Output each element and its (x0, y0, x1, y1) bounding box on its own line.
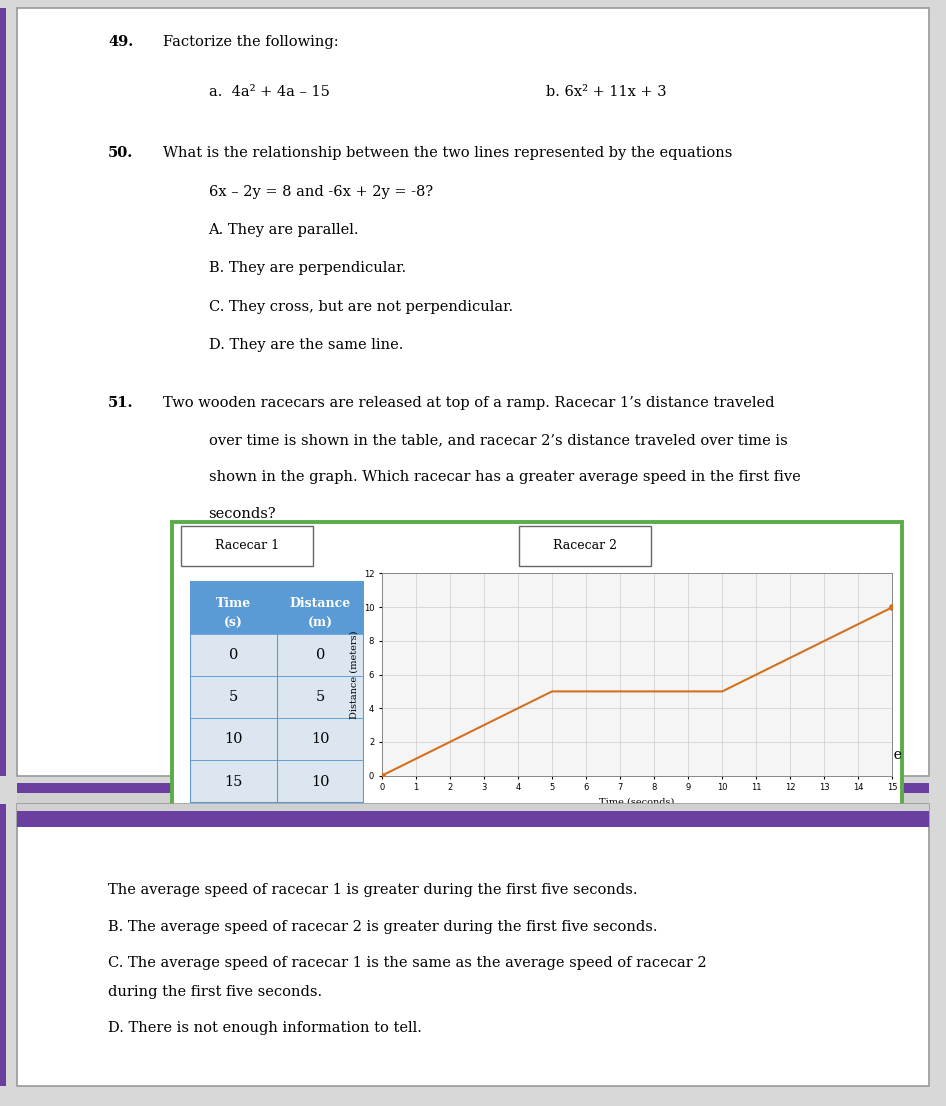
Text: A. They are parallel.: A. They are parallel. (208, 223, 359, 237)
Bar (190, 719, 363, 761)
Text: D. They are the same line.: D. They are the same line. (208, 338, 403, 353)
Text: C. The average speed of racecar 1 is the same as the average speed of racecar 2: C. The average speed of racecar 1 is the… (108, 957, 707, 970)
Bar (0, 804, 6, 1086)
Bar (17, 783, 929, 793)
Text: (m): (m) (307, 617, 333, 629)
Bar (0, 8, 6, 776)
Text: 15: 15 (224, 774, 243, 789)
Text: Time: Time (216, 597, 252, 609)
Text: 5: 5 (316, 690, 324, 705)
Text: The average speed of racecar 1 is greater during the first five seconds.: The average speed of racecar 1 is greate… (108, 883, 638, 897)
Text: seconds?: seconds? (208, 507, 276, 521)
FancyBboxPatch shape (172, 522, 902, 822)
Bar (190, 581, 363, 635)
Text: 10: 10 (311, 774, 329, 789)
Text: 10: 10 (311, 732, 329, 747)
Bar (17, 793, 929, 803)
Text: 0: 0 (316, 648, 324, 662)
Text: 50.: 50. (108, 146, 133, 160)
Bar (190, 761, 363, 803)
Bar (17, 804, 929, 811)
Text: 10: 10 (224, 732, 243, 747)
Text: 6x – 2y = 8 and -6x + 2y = -8?: 6x – 2y = 8 and -6x + 2y = -8? (208, 185, 432, 199)
Text: D. There is not enough information to tell.: D. There is not enough information to te… (108, 1021, 422, 1035)
Text: Distance: Distance (289, 597, 351, 609)
Text: shown in the graph. Which racecar has a greater average speed in the first five: shown in the graph. Which racecar has a … (208, 470, 800, 483)
Y-axis label: Distance (meters): Distance (meters) (349, 630, 359, 719)
Text: What is the relationship between the two lines represented by the equations: What is the relationship between the two… (163, 146, 732, 160)
Bar (17, 811, 929, 826)
Text: b. 6x² + 11x + 3: b. 6x² + 11x + 3 (546, 85, 667, 98)
Text: 60 | P a g e: 60 | P a g e (823, 748, 902, 762)
Text: 51.: 51. (108, 396, 133, 410)
Text: during the first five seconds.: during the first five seconds. (108, 984, 323, 999)
Bar (190, 635, 363, 677)
FancyBboxPatch shape (518, 525, 651, 566)
Text: B. The average speed of racecar 2 is greater during the first five seconds.: B. The average speed of racecar 2 is gre… (108, 920, 657, 933)
X-axis label: Time (seconds): Time (seconds) (600, 797, 674, 807)
Text: Racecar 1: Racecar 1 (216, 540, 279, 552)
Text: over time is shown in the table, and racecar 2’s distance traveled over time is: over time is shown in the table, and rac… (208, 432, 787, 447)
Text: C. They cross, but are not perpendicular.: C. They cross, but are not perpendicular… (208, 300, 513, 314)
Text: 5: 5 (229, 690, 238, 705)
Text: 49.: 49. (108, 34, 133, 49)
Text: a.  4a² + 4a – 15: a. 4a² + 4a – 15 (208, 85, 329, 98)
Text: Racecar 2: Racecar 2 (552, 540, 617, 552)
FancyBboxPatch shape (182, 525, 313, 566)
Text: Factorize the following:: Factorize the following: (163, 34, 339, 49)
Bar (190, 677, 363, 719)
Text: B. They are perpendicular.: B. They are perpendicular. (208, 261, 406, 275)
Text: 0: 0 (229, 648, 238, 662)
Text: Two wooden racecars are released at top of a ramp. Racecar 1’s distance traveled: Two wooden racecars are released at top … (163, 396, 775, 410)
Text: (s): (s) (224, 617, 243, 629)
